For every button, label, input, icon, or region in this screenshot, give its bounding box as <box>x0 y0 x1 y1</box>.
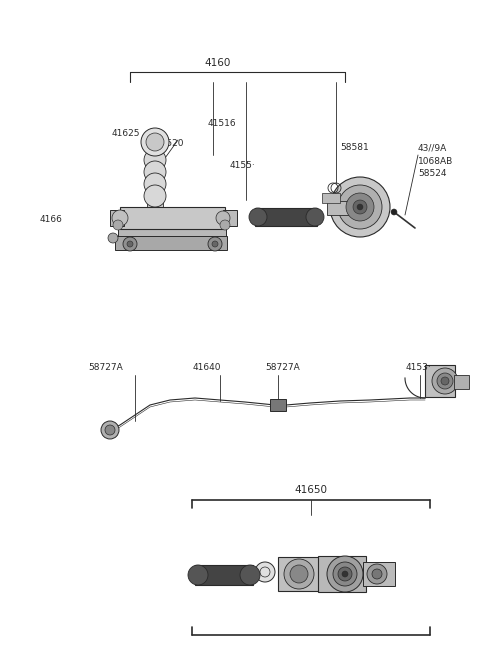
Circle shape <box>113 220 123 230</box>
Circle shape <box>220 220 230 230</box>
Circle shape <box>330 177 390 237</box>
Bar <box>278 557 320 591</box>
Circle shape <box>367 564 387 584</box>
Text: 41650: 41650 <box>295 485 327 495</box>
Circle shape <box>144 173 166 195</box>
Text: 43//9A: 43//9A <box>418 143 447 152</box>
Text: 58727A: 58727A <box>88 363 123 371</box>
Circle shape <box>188 565 208 585</box>
Bar <box>195 565 253 585</box>
Circle shape <box>346 193 374 221</box>
Bar <box>322 193 340 203</box>
Circle shape <box>290 565 308 583</box>
Circle shape <box>432 368 458 394</box>
Circle shape <box>101 421 119 439</box>
Bar <box>255 208 317 226</box>
Circle shape <box>342 571 348 577</box>
Text: 1068AB: 1068AB <box>418 158 453 166</box>
Circle shape <box>353 200 367 214</box>
Bar <box>425 365 455 397</box>
Bar <box>223 210 237 226</box>
Circle shape <box>144 161 166 183</box>
Bar <box>118 227 226 239</box>
Circle shape <box>437 373 453 389</box>
Circle shape <box>327 556 363 592</box>
Circle shape <box>391 209 397 215</box>
Bar <box>327 201 349 215</box>
Circle shape <box>112 210 128 226</box>
Text: 41625: 41625 <box>112 129 141 137</box>
Text: 4166: 4166 <box>40 215 63 225</box>
Circle shape <box>127 241 133 247</box>
Circle shape <box>357 204 363 210</box>
Text: 4153·: 4153· <box>406 363 432 371</box>
Circle shape <box>284 559 314 589</box>
Circle shape <box>216 211 230 225</box>
Circle shape <box>338 567 352 581</box>
Bar <box>270 399 286 411</box>
Text: 58727A: 58727A <box>265 363 300 371</box>
Circle shape <box>249 208 267 226</box>
Text: 4160: 4160 <box>205 58 231 68</box>
Bar <box>120 207 225 229</box>
Circle shape <box>208 237 222 251</box>
Circle shape <box>123 237 137 251</box>
Bar <box>318 556 366 592</box>
Bar <box>115 236 227 250</box>
Circle shape <box>144 185 166 207</box>
Circle shape <box>306 208 324 226</box>
Text: 41516: 41516 <box>208 120 237 129</box>
Circle shape <box>144 149 166 171</box>
Circle shape <box>240 565 260 585</box>
Bar <box>454 375 469 389</box>
Text: 58581: 58581 <box>340 143 369 152</box>
Circle shape <box>212 241 218 247</box>
Text: 41520: 41520 <box>156 139 184 148</box>
Circle shape <box>108 233 118 243</box>
Bar <box>363 562 395 586</box>
Circle shape <box>146 133 164 151</box>
Text: 58524: 58524 <box>418 170 446 179</box>
Circle shape <box>333 562 357 586</box>
Circle shape <box>372 569 382 579</box>
Circle shape <box>338 185 382 229</box>
Circle shape <box>255 562 275 582</box>
Text: 4155·: 4155· <box>230 160 256 170</box>
Text: 41640: 41640 <box>193 363 221 371</box>
Bar <box>147 150 163 215</box>
Circle shape <box>141 128 169 156</box>
Bar <box>110 210 124 226</box>
Circle shape <box>105 425 115 435</box>
Circle shape <box>441 377 449 385</box>
